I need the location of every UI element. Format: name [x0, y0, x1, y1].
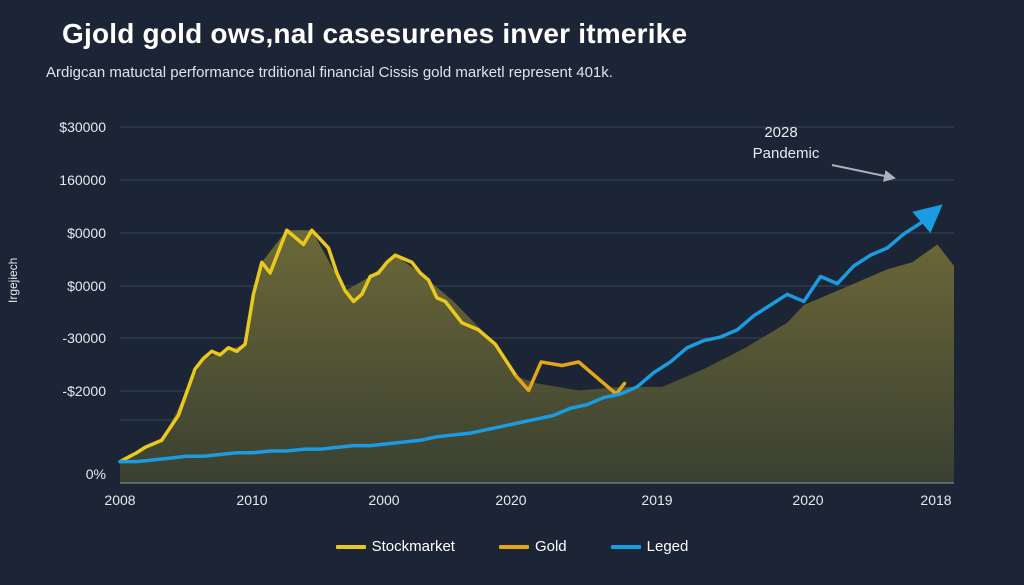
- annotation-arrow: [831, 164, 896, 182]
- chart-subtitle: Ardigcan matuctal performance trditional…: [46, 64, 613, 81]
- x-tick-label: 2020: [495, 492, 526, 508]
- legend-item-gold: Gold: [498, 538, 567, 555]
- x-tick-label: 2018: [920, 492, 951, 508]
- series-line-stockmarket: [118, 228, 518, 464]
- y-tick-label: $30000: [59, 119, 106, 135]
- x-tick-label: 2000: [368, 492, 399, 508]
- annotation-label: Pandemic: [753, 145, 820, 162]
- x-tick-label: 2019: [641, 492, 672, 508]
- series-line-gold: [514, 360, 627, 396]
- legend-label-leged: Leged: [646, 538, 689, 555]
- legend-swatch-leged: [610, 544, 641, 549]
- x-tick-label: 2010: [236, 492, 267, 508]
- legend-swatch-stockmarket: [335, 544, 366, 549]
- y-tick-label: $0000: [67, 225, 106, 241]
- legend: Stockmarket Gold Leged: [0, 538, 1024, 555]
- y-tick-label: -$2000: [62, 383, 106, 399]
- annotation-year: 2028: [764, 124, 797, 141]
- area-fill: [120, 230, 954, 483]
- y-tick-label: $0000: [67, 278, 106, 294]
- y-tick-label: -30000: [62, 330, 106, 346]
- legend-swatch-gold: [498, 544, 529, 549]
- legend-item-leged: Leged: [610, 538, 689, 555]
- y-tick-label: 0%: [86, 466, 106, 482]
- legend-item-stockmarket: Stockmarket: [335, 538, 455, 555]
- chart-title: Gjold gold ows,nal casesurenes inver itm…: [62, 18, 688, 49]
- y-tick-label: 160000: [59, 172, 106, 188]
- legend-label-gold: Gold: [534, 538, 567, 555]
- x-tick-label: 2008: [104, 492, 135, 508]
- series-line-leged: [118, 204, 943, 464]
- legend-label-stockmarket: Stockmarket: [371, 538, 455, 555]
- x-tick-label: 2020: [792, 492, 823, 508]
